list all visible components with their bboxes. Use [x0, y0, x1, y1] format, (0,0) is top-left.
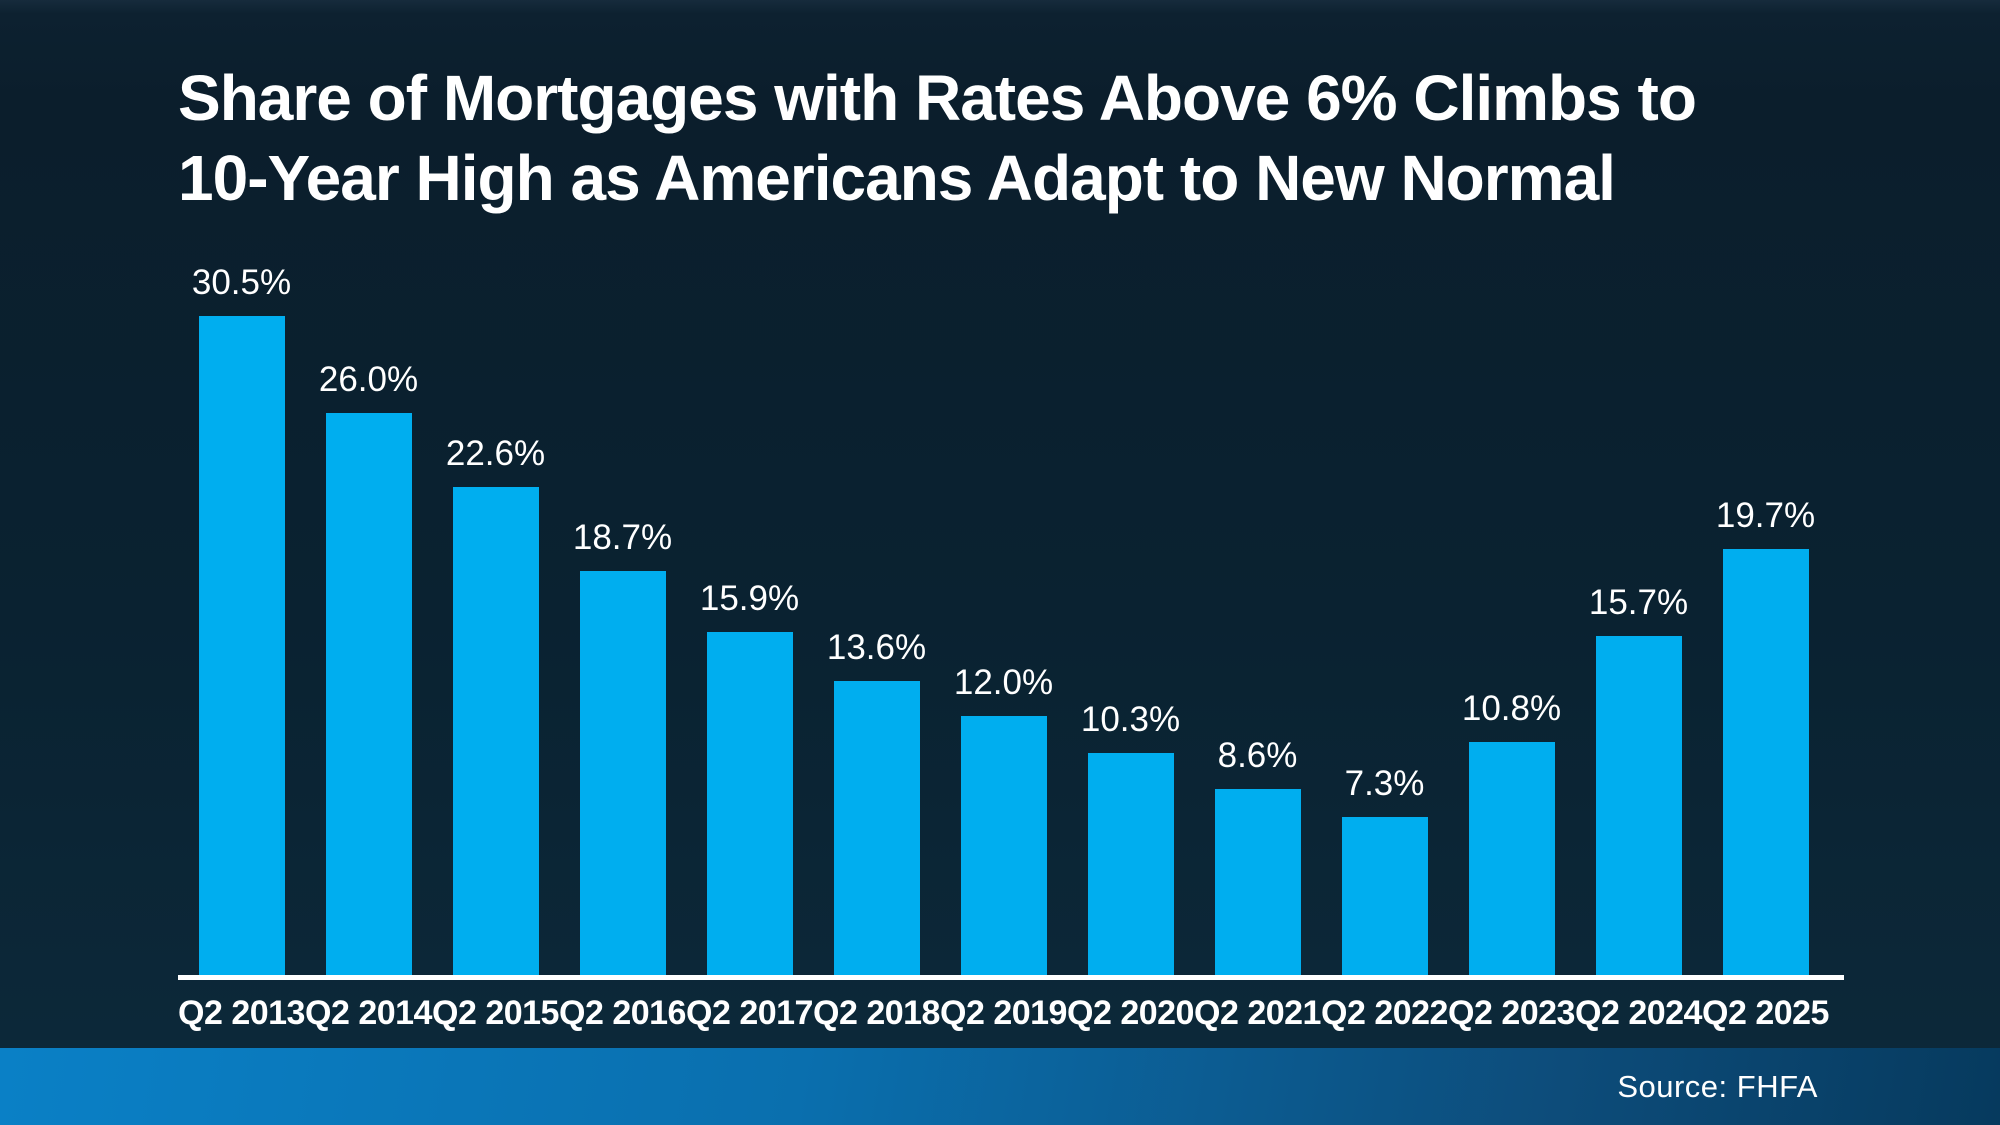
x-axis-tick-label: Q2 2016 — [559, 994, 686, 1032]
bar-group: 12.0% — [940, 663, 1067, 975]
bar-group: 10.8% — [1448, 689, 1575, 975]
source-label: Source: FHFA — [1617, 1068, 1818, 1104]
bar-group: 19.7% — [1702, 496, 1829, 975]
x-axis-tick-label: Q2 2015 — [432, 994, 559, 1032]
bar — [325, 413, 412, 975]
bar — [1087, 753, 1174, 975]
x-axis-tick-label: Q2 2025 — [1702, 994, 1829, 1032]
x-axis-line — [178, 975, 1844, 980]
bar — [452, 487, 539, 975]
bar-group: 18.7% — [559, 518, 686, 975]
bar-group: 7.3% — [1321, 764, 1448, 975]
bar — [1341, 817, 1428, 975]
bar-value-label: 18.7% — [572, 518, 673, 557]
bar — [198, 316, 285, 975]
bar-value-label: 12.0% — [953, 663, 1054, 702]
bar-value-label: 13.6% — [826, 628, 927, 667]
x-axis-tick-label: Q2 2017 — [686, 994, 813, 1032]
bar-group: 22.6% — [432, 434, 559, 975]
x-axis-tick-label: Q2 2024 — [1575, 994, 1702, 1032]
bar-value-label: 19.7% — [1715, 496, 1816, 535]
bar-group: 8.6% — [1194, 736, 1321, 975]
bar-chart-plot-area: 30.5% 26.0% 22.6% 18.7% 15.9% 13.6% 12.0… — [178, 215, 1829, 975]
x-axis-tick-label: Q2 2019 — [940, 994, 1067, 1032]
footer-band: Source: FHFA — [0, 1048, 2000, 1125]
bar-group: 15.7% — [1575, 583, 1702, 975]
bar — [706, 632, 793, 975]
x-axis-tick-label: Q2 2013 — [178, 994, 305, 1032]
bar-value-label: 10.3% — [1080, 700, 1181, 739]
bar-value-label: 8.6% — [1217, 736, 1298, 775]
x-axis-tick-label: Q2 2022 — [1321, 994, 1448, 1032]
chart-title-line-2: 10-Year High as Americans Adapt to New N… — [178, 142, 1616, 214]
x-axis-tick-label: Q2 2023 — [1448, 994, 1575, 1032]
bar-value-label: 30.5% — [191, 263, 292, 302]
bar-value-label: 7.3% — [1344, 764, 1425, 803]
bar — [1468, 742, 1555, 975]
bar — [1722, 549, 1809, 975]
bar-value-label: 26.0% — [318, 360, 419, 399]
bar-group: 30.5% — [178, 263, 305, 975]
bar-value-label: 22.6% — [445, 434, 546, 473]
bar — [833, 681, 920, 975]
bar-group: 10.3% — [1067, 700, 1194, 975]
bar — [579, 571, 666, 975]
x-axis-tick-labels: Q2 2013 Q2 2014 Q2 2015 Q2 2016 Q2 2017 … — [178, 994, 1829, 1033]
bar-value-label: 15.9% — [699, 579, 800, 618]
x-axis-tick-label: Q2 2021 — [1194, 994, 1321, 1032]
bar — [960, 716, 1047, 975]
bar-value-label: 15.7% — [1588, 583, 1689, 622]
chart-title: Share of Mortgages with Rates Above 6% C… — [178, 58, 1697, 218]
x-axis-tick-label: Q2 2018 — [813, 994, 940, 1032]
bar — [1595, 636, 1682, 975]
x-axis-tick-label: Q2 2020 — [1067, 994, 1194, 1032]
chart-title-line-1: Share of Mortgages with Rates Above 6% C… — [178, 62, 1697, 134]
bar-group: 13.6% — [813, 628, 940, 975]
bar — [1214, 789, 1301, 975]
bar-value-label: 10.8% — [1461, 689, 1562, 728]
x-axis-tick-label: Q2 2014 — [305, 994, 432, 1032]
bar-group: 15.9% — [686, 579, 813, 975]
bar-group: 26.0% — [305, 360, 432, 975]
